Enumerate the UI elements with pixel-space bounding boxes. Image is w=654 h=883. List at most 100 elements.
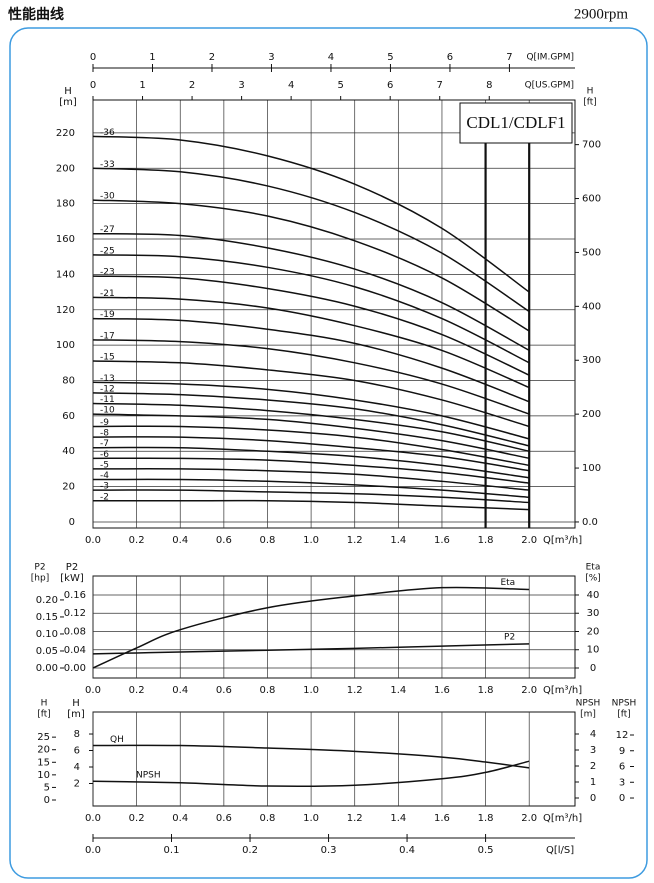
curve (92, 744, 530, 769)
extra-tick-label: 8 (486, 80, 492, 91)
y-tick-label: 0.00 (64, 663, 86, 674)
series-label: -13 (100, 374, 115, 384)
x-tick-label: 1.8 (478, 813, 494, 824)
curve (92, 446, 530, 479)
y-axis-label: H (72, 698, 80, 709)
y2-tick-label: 10 (587, 645, 600, 656)
extra-tick-label: 12 (616, 730, 629, 741)
x-tick-label: 1.2 (347, 535, 363, 546)
x-tick-label: 0.2 (129, 535, 145, 546)
curve (92, 199, 530, 332)
curve (92, 478, 530, 498)
extra-tick-label: 25 (37, 732, 50, 743)
series-label: -27 (100, 225, 115, 235)
curve (92, 232, 530, 352)
extra-axis-unit: [hp] (31, 574, 49, 584)
series-label: -3 (100, 482, 109, 492)
extra-tick-label: 0.05 (36, 646, 58, 657)
extra-tick-label: 1 (149, 52, 155, 63)
x-axis-label: Q[m³/h] (543, 813, 582, 824)
series-label: -17 (100, 331, 115, 341)
extra-tick-label: 5 (337, 80, 343, 91)
x-axis-label: Q[m³/h] (543, 685, 582, 696)
y-tick-label: 6 (74, 746, 80, 757)
curve (92, 402, 530, 452)
curve (92, 436, 530, 472)
extra-tick-label: 3 (238, 80, 244, 91)
series-label: -15 (100, 353, 115, 363)
series-label: P2 (504, 632, 515, 642)
x-tick-label: 1.8 (478, 685, 494, 696)
extra-axis-unit: [ft] (37, 710, 51, 720)
series-label: NPSH (136, 771, 161, 781)
y-tick-label: 2 (74, 778, 80, 789)
y-tick-label: 8 (74, 729, 80, 740)
x-tick-label: 0.0 (85, 813, 101, 824)
y2-axis-label: Eta (586, 563, 601, 573)
x-tick-label: 0.8 (260, 685, 276, 696)
y-axis-label: P2 (66, 562, 78, 573)
curve (92, 167, 530, 313)
y2-tick-label: 700 (582, 140, 601, 151)
extra-tick-label: 0.10 (36, 629, 58, 640)
y-tick-label: 180 (56, 199, 75, 210)
extra-tick-label: 2 (209, 52, 215, 63)
series-label: -12 (100, 384, 115, 394)
curve (92, 339, 530, 415)
extra-tick-label: 15 (37, 757, 50, 768)
y2-tick-label: 30 (587, 608, 600, 619)
x-tick-label: 1.0 (303, 813, 319, 824)
extra-tick-label: 0 (44, 795, 50, 806)
extra-tick-label: 3 (268, 52, 274, 63)
series-label: QH (110, 735, 124, 745)
x-tick-label: 1.4 (390, 535, 406, 546)
extra-tick-label: 0 (90, 52, 96, 63)
x-tick-label: 1.2 (347, 685, 363, 696)
series-label: -4 (100, 471, 109, 481)
y2-tick-label: 4 (590, 729, 596, 740)
y-axis-unit: [kW] (60, 573, 84, 584)
x-tick-label: 0.4 (172, 813, 188, 824)
curve (92, 489, 530, 504)
series-label: -19 (100, 310, 115, 320)
y2-tick-label: 600 (582, 194, 601, 205)
series-label: Eta (500, 578, 515, 588)
y2-axis-label: H (587, 87, 594, 97)
extra-tick-label: 10 (37, 770, 50, 781)
y2-axis-label: NPSH (576, 699, 601, 709)
y2-tick-label: 2 (590, 761, 596, 772)
y2-tick-label: 300 (582, 355, 601, 366)
x-tick-label: 0.6 (216, 535, 232, 546)
y2-axis-unit: [m] (580, 710, 596, 720)
extra-axis-label: Q[IM.GPM] (526, 53, 574, 63)
extra-tick-label: 0.0 (85, 845, 101, 856)
extra-tick-label: 6 (619, 762, 625, 773)
series-label: -23 (100, 268, 115, 278)
y2-tick-label: 40 (587, 590, 600, 601)
y2-tick-label: 0.0 (582, 517, 598, 528)
x-tick-label: 1.2 (347, 813, 363, 824)
y-tick-label: 20 (62, 482, 75, 493)
extra-tick-label: 0.15 (36, 612, 58, 623)
series-label: -11 (100, 395, 115, 405)
x-tick-label: 1.6 (434, 685, 450, 696)
extra-tick-label: 1 (139, 80, 145, 91)
curve (93, 499, 530, 511)
extra-tick-label: 5 (44, 782, 50, 793)
curve (92, 360, 530, 428)
model-label: CDL1/CDLF1 (466, 113, 565, 132)
curve (92, 468, 530, 491)
extra-tick-label: 7 (437, 80, 443, 91)
x-tick-label: 0.0 (85, 535, 101, 546)
extra-axis-unit: [ft] (617, 710, 631, 720)
curve (92, 586, 530, 669)
series-label: -8 (100, 429, 109, 439)
x-axis-label: Q[m³/h] (543, 535, 582, 546)
plot-frame (92, 711, 576, 807)
y2-tick-label: 0 (590, 663, 596, 674)
x-tick-label: 1.6 (434, 535, 450, 546)
curve (92, 381, 530, 440)
y-axis-unit: [m] (59, 97, 77, 108)
extra-tick-label: 4 (328, 52, 334, 63)
